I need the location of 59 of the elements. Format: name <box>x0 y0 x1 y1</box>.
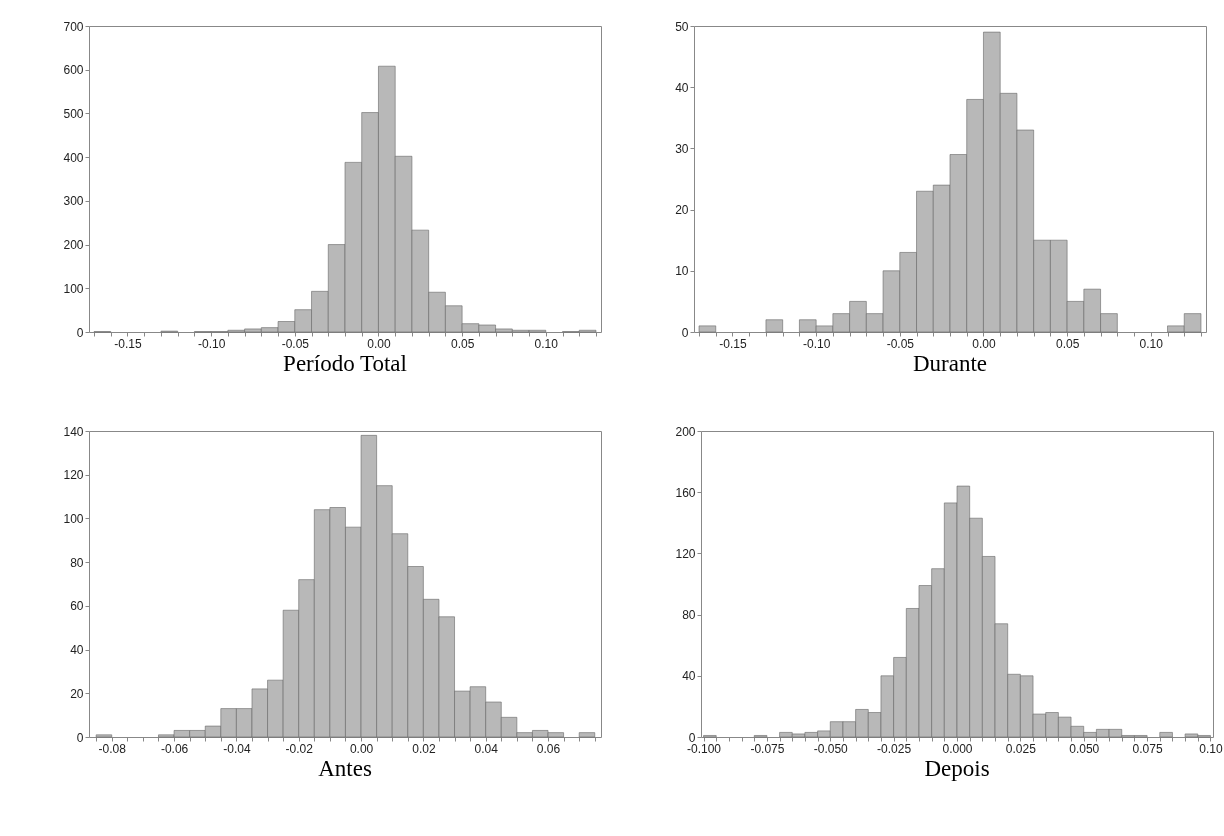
x-tick-label: 0.10 <box>1199 741 1223 756</box>
y-tick-label: 0 <box>681 325 689 340</box>
x-tick-label: -0.15 <box>719 336 747 351</box>
text: Período Total <box>283 351 407 376</box>
x-tick-label: 0.00 <box>972 336 996 351</box>
y-tick-label: 40 <box>70 643 84 658</box>
y-tick-label: 200 <box>675 424 696 439</box>
y-tick-label: 120 <box>675 546 696 561</box>
y-tick-label: 50 <box>675 19 689 34</box>
x-tick-label: 0.000 <box>942 741 973 756</box>
y-tick-label: 400 <box>63 150 84 165</box>
y-tick-label: 60 <box>70 599 84 614</box>
y-tick-label: 20 <box>70 686 84 701</box>
y-tick-label: 200 <box>63 238 84 253</box>
x-tick-label: -0.06 <box>160 741 189 756</box>
x-tick-label: 0.10 <box>1139 336 1164 351</box>
x-tick-label: 0.05 <box>1055 336 1080 351</box>
x-tick-label: 0.02 <box>412 741 436 756</box>
y-tick-label: 30 <box>675 141 689 156</box>
text: Durante <box>912 351 988 376</box>
y-tick-label: 140 <box>63 424 84 439</box>
x-tick-label: -0.04 <box>223 741 251 756</box>
x-tick-label: 0.10 <box>534 336 559 351</box>
y-tick-label: 160 <box>675 485 696 500</box>
y-tick-label: 20 <box>675 203 689 218</box>
x-tick-label: 0.075 <box>1132 741 1163 756</box>
x-tick-label: 0.00 <box>367 336 391 351</box>
x-tick-label: -0.050 <box>813 741 849 756</box>
x-tick-label: 0.04 <box>474 741 499 756</box>
x-tick-label: -0.025 <box>877 741 912 756</box>
y-tick-label: 500 <box>63 106 84 121</box>
x-tick-label: 0.05 <box>450 336 475 351</box>
y-tick-label: 0 <box>76 325 84 340</box>
x-tick-label: -0.10 <box>802 336 831 351</box>
x-tick-label: -0.05 <box>281 336 310 351</box>
x-tick-label: 0.00 <box>349 741 374 756</box>
y-tick-label: 40 <box>675 80 689 95</box>
y-tick-label: 120 <box>63 468 84 483</box>
y-tick-label: 80 <box>682 608 696 623</box>
y-tick-label: 80 <box>70 555 84 570</box>
x-tick-label: 0.06 <box>536 741 561 756</box>
x-tick-label: -0.10 <box>197 336 226 351</box>
x-tick-label: -0.05 <box>886 336 915 351</box>
text: Antes <box>318 756 372 781</box>
x-tick-label: -0.08 <box>98 741 127 756</box>
y-tick-label: 40 <box>682 669 696 684</box>
x-tick-label: 0.025 <box>1005 741 1037 756</box>
y-tick-label: 0 <box>76 730 84 745</box>
x-tick-label: -0.075 <box>750 741 785 756</box>
text: Depois <box>924 756 990 781</box>
y-tick-label: 600 <box>63 63 84 78</box>
y-tick-label: 10 <box>675 264 689 279</box>
x-tick-label: -0.02 <box>285 741 314 756</box>
y-tick-label: 100 <box>63 511 84 526</box>
x-tick-label: -0.15 <box>114 336 142 351</box>
x-tick-label: 0.050 <box>1069 741 1100 756</box>
y-tick-label: 100 <box>63 281 84 296</box>
y-tick-label: 700 <box>63 19 84 34</box>
y-tick-label: 300 <box>63 194 84 209</box>
